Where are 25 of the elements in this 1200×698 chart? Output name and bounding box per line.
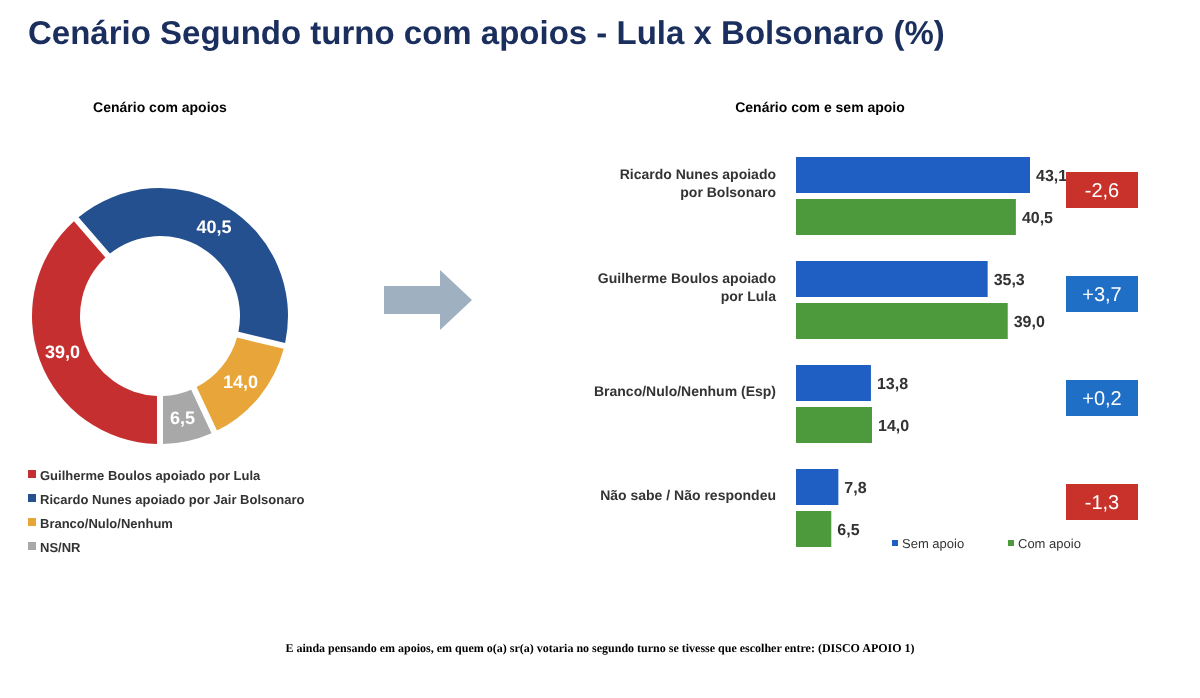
bar bbox=[796, 511, 832, 547]
bar bbox=[796, 157, 1030, 193]
data-label: 35,3 bbox=[993, 271, 1026, 289]
data-label: 14,0 bbox=[878, 417, 911, 435]
data-label: 40,5 bbox=[1021, 209, 1055, 227]
text: +0,2 bbox=[1082, 389, 1123, 411]
text: -1,3 bbox=[1084, 493, 1121, 515]
data-label: 43,1 bbox=[1036, 167, 1069, 185]
bar bbox=[796, 407, 873, 443]
bar bbox=[796, 303, 1008, 339]
data-label: 39,0 bbox=[45, 342, 81, 363]
data-label: 6,5 bbox=[170, 407, 196, 428]
data-label: 39,0 bbox=[1013, 313, 1046, 331]
bar bbox=[796, 469, 839, 505]
bar bbox=[796, 261, 988, 297]
bar bbox=[796, 365, 871, 401]
data-label: 7,8 bbox=[844, 479, 868, 497]
data-label: 6,5 bbox=[837, 521, 861, 539]
text: -2,6 bbox=[1084, 181, 1121, 203]
data-label: 13,8 bbox=[876, 375, 910, 393]
text: Cenário Segundo turno com apoios - Lula x Bolsonaro (%) bbox=[28, 16, 945, 52]
data-label: 40,5 bbox=[196, 217, 232, 238]
text: +3,7 bbox=[1082, 285, 1123, 307]
bar bbox=[796, 199, 1016, 235]
data-label: 14,0 bbox=[223, 371, 259, 392]
